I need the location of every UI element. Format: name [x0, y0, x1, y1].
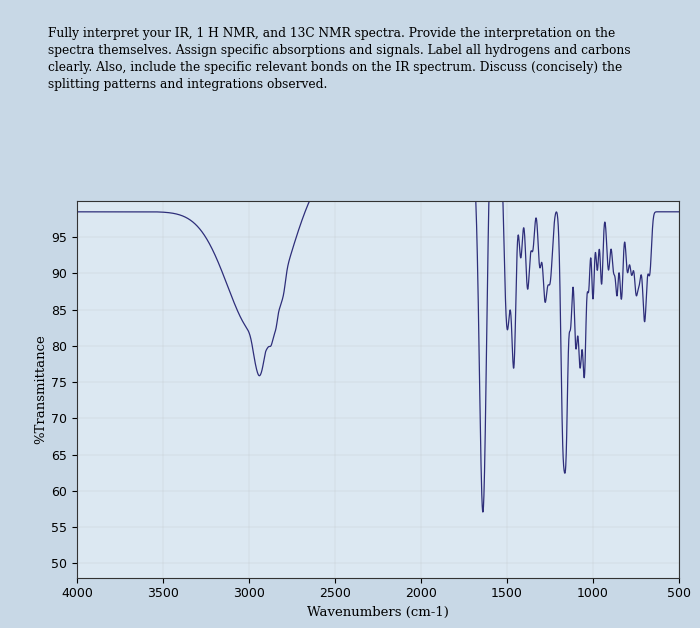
Y-axis label: %Transmittance: %Transmittance: [34, 335, 47, 444]
X-axis label: Wavenumbers (cm-1): Wavenumbers (cm-1): [307, 606, 449, 619]
Text: Fully interpret your IR, 1 H NMR, and 13C NMR spectra. Provide the interpretatio: Fully interpret your IR, 1 H NMR, and 13…: [48, 27, 631, 90]
